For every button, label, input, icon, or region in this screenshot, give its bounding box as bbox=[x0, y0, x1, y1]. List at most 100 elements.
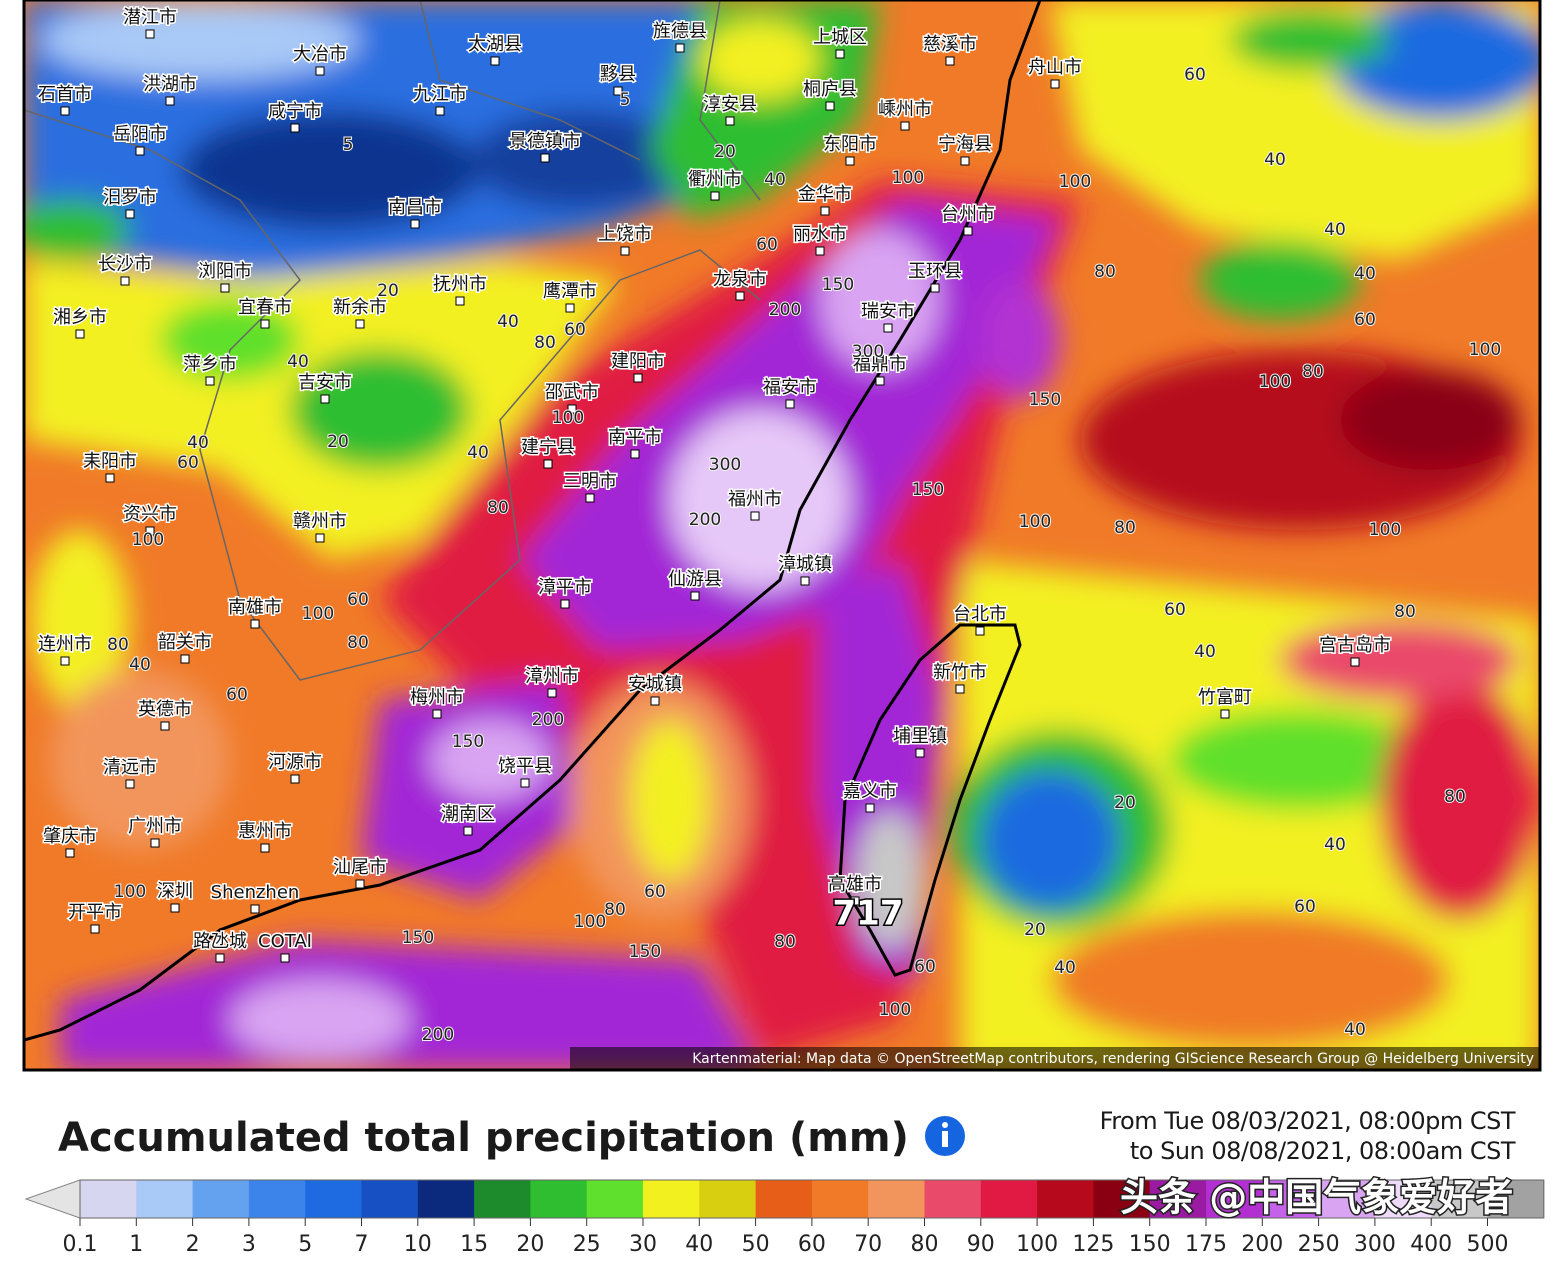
place-label: 高雄市 bbox=[828, 874, 882, 895]
place-marker bbox=[125, 209, 135, 219]
contour-label: 100 bbox=[1259, 372, 1291, 392]
colorbar-tick-label: 40 bbox=[685, 1232, 713, 1257]
precip-field bbox=[24, 0, 1540, 1070]
colorbar-tick-label: 15 bbox=[460, 1232, 488, 1257]
place-marker bbox=[800, 576, 810, 586]
contour-label: 60 bbox=[226, 685, 248, 705]
place-label: 洪湖市 bbox=[143, 74, 197, 95]
place-label: 台州市 bbox=[941, 204, 995, 225]
colorbar-cell bbox=[1318, 1180, 1376, 1218]
contour-label: 100 bbox=[132, 530, 164, 550]
contour-label: 5 bbox=[343, 135, 354, 155]
period-from: From Tue 08/03/2021, 08:00pm CST bbox=[1100, 1107, 1516, 1135]
place-marker bbox=[105, 473, 115, 483]
place-marker bbox=[710, 191, 720, 201]
contour-label: 40 bbox=[1324, 220, 1346, 240]
contour-label: 100 bbox=[574, 912, 606, 932]
place-marker bbox=[565, 303, 575, 313]
place-label: 桐庐县 bbox=[803, 79, 857, 100]
contour-label: 150 bbox=[452, 732, 484, 752]
place-marker bbox=[630, 449, 640, 459]
place-label: 福安市 bbox=[763, 377, 817, 398]
place-marker bbox=[150, 838, 160, 848]
colorbar-tick-label: 300 bbox=[1354, 1232, 1396, 1257]
place-marker bbox=[613, 86, 623, 96]
contour-label: 20 bbox=[377, 281, 399, 301]
contour-label: 40 bbox=[129, 655, 151, 675]
place-marker bbox=[650, 696, 660, 706]
place-marker bbox=[260, 319, 270, 329]
place-marker bbox=[215, 953, 225, 963]
place-marker bbox=[1220, 709, 1230, 719]
colorbar-cell bbox=[530, 1180, 588, 1218]
colorbar-tick-label: 125 bbox=[1072, 1232, 1114, 1257]
place-marker bbox=[845, 156, 855, 166]
contour-label: 40 bbox=[497, 312, 519, 332]
place-label: 韶关市 bbox=[158, 632, 212, 653]
colorbar-cell bbox=[1374, 1180, 1432, 1218]
colorbar-cell bbox=[980, 1180, 1038, 1218]
colorbar-cell bbox=[361, 1180, 419, 1218]
place-marker bbox=[540, 153, 550, 163]
place-marker bbox=[690, 591, 700, 601]
place-label: 台北市 bbox=[953, 604, 1007, 625]
place-label: 鹰潭市 bbox=[543, 281, 597, 302]
place-marker bbox=[250, 904, 260, 914]
contour-label: 100 bbox=[302, 604, 334, 624]
contour-label: 40 bbox=[1344, 1020, 1366, 1040]
place-marker bbox=[75, 329, 85, 339]
colorbar-cell bbox=[1262, 1180, 1320, 1218]
contour-label: 200 bbox=[532, 710, 564, 730]
place-label: 广州市 bbox=[128, 816, 182, 837]
place-label: 上饶市 bbox=[598, 224, 652, 245]
place-label: 旌德县 bbox=[653, 21, 707, 42]
place-marker bbox=[835, 49, 845, 59]
place-label: 河源市 bbox=[268, 752, 322, 773]
place-marker bbox=[865, 803, 875, 813]
place-label: 东阳市 bbox=[823, 134, 877, 155]
place-label: 梅州市 bbox=[410, 687, 464, 708]
place-marker bbox=[620, 246, 630, 256]
contour-label: 60 bbox=[1164, 600, 1186, 620]
place-label: 上城区 bbox=[813, 27, 867, 48]
place-label: 三明市 bbox=[563, 471, 617, 492]
place-label: 路氹城 bbox=[193, 931, 247, 952]
contour-label: 80 bbox=[347, 633, 369, 653]
place-marker bbox=[560, 599, 570, 609]
place-marker bbox=[220, 283, 230, 293]
colorbar-cell bbox=[417, 1180, 475, 1218]
place-label: 龙泉市 bbox=[713, 269, 767, 290]
contour-label: 40 bbox=[287, 352, 309, 372]
place-marker bbox=[543, 459, 553, 469]
contour-label: 100 bbox=[879, 1000, 911, 1020]
place-marker bbox=[785, 399, 795, 409]
place-marker bbox=[963, 226, 973, 236]
colorbar-cell bbox=[1037, 1180, 1094, 1218]
place-marker bbox=[820, 206, 830, 216]
colorbar-cell bbox=[586, 1180, 644, 1218]
attribution: Kartenmaterial: Map data © OpenStreetMap… bbox=[692, 1051, 1534, 1067]
colorbar-tick-label: 250 bbox=[1298, 1232, 1340, 1257]
contour-label: 40 bbox=[1324, 835, 1346, 855]
place-marker bbox=[875, 376, 885, 386]
info-icon[interactable] bbox=[925, 1116, 965, 1156]
place-marker bbox=[170, 903, 180, 913]
colorbar-tick-label: 200 bbox=[1241, 1232, 1283, 1257]
contour-label: 20 bbox=[714, 142, 736, 162]
contour-label: 80 bbox=[1094, 262, 1116, 282]
place-label: 石首市 bbox=[38, 84, 92, 105]
colorbar-arrow bbox=[24, 1179, 81, 1219]
contour-label: 150 bbox=[402, 928, 434, 948]
contour-label: 100 bbox=[1469, 340, 1501, 360]
place-marker bbox=[65, 848, 75, 858]
colorbar-tick-label: 175 bbox=[1185, 1232, 1227, 1257]
contour-label: 100 bbox=[1019, 512, 1051, 532]
contour-label: 80 bbox=[1444, 787, 1466, 807]
colorbar-tick-label: 100 bbox=[1016, 1232, 1058, 1257]
place-marker bbox=[355, 319, 365, 329]
place-label: 萍乡市 bbox=[183, 354, 237, 375]
place-label: 赣州市 bbox=[293, 511, 347, 532]
watermark: 头条 @中国气象爱好者 bbox=[1120, 1176, 1513, 1220]
place-marker bbox=[490, 56, 500, 66]
place-marker bbox=[180, 654, 190, 664]
